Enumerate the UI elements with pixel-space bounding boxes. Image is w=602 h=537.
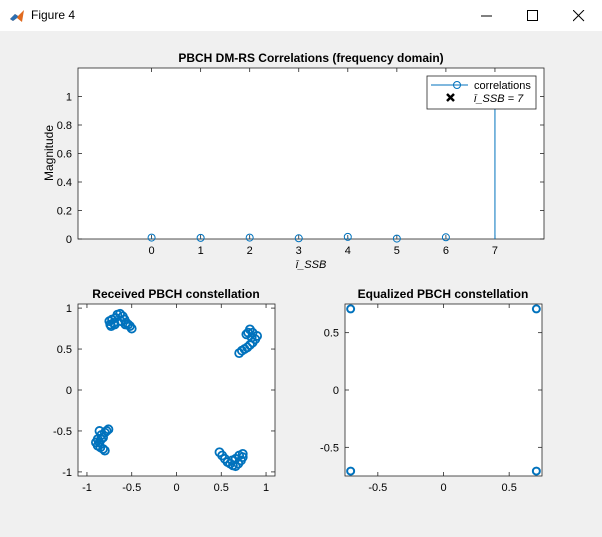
close-icon (573, 10, 585, 22)
minimize-icon (481, 15, 492, 17)
x-tick-label: 1 (263, 482, 269, 494)
x-tick-label: 0 (173, 482, 179, 494)
matlab-icon (10, 10, 24, 22)
stem-marker[interactable] (245, 233, 254, 242)
legend-box (426, 75, 537, 110)
equalized-constellation-axes[interactable]: Equalized PBCH constellation -0.5 0 0.5 -0.… (320, 287, 543, 494)
equalized-plot-area (344, 303, 543, 477)
received-symbol-point[interactable] (103, 424, 114, 435)
maximize-icon (527, 10, 538, 21)
equalized-symbol-point[interactable] (346, 304, 356, 314)
maximize-button[interactable] (510, 0, 556, 31)
y-tick-label: 0.2 (57, 206, 72, 218)
y-tick-label: 0.5 (57, 344, 72, 356)
received-title: Received PBCH constellation (92, 287, 259, 301)
x-tick-label: 0 (149, 245, 155, 257)
x-tick-label: 2 (247, 245, 253, 257)
stem-marker[interactable] (343, 232, 352, 241)
close-button[interactable] (556, 0, 602, 31)
y-tick-label: 0 (333, 385, 339, 397)
equalized-title: Equalized PBCH constellation (358, 287, 529, 301)
correlation-title: PBCH DM-RS Correlations (frequency domai… (178, 51, 443, 65)
x-tick-label: 3 (296, 245, 302, 257)
y-tick-label: 1 (66, 303, 72, 315)
correlation-ylabel: Magnitude (42, 125, 56, 181)
equalized-symbol-point[interactable] (346, 466, 356, 476)
x-tick-label: 1 (198, 245, 204, 257)
stem-marker[interactable] (441, 233, 450, 242)
received-constellation-axes[interactable]: Received PBCH constellation -1 -0.5 0 0.5 1 -… (53, 287, 276, 494)
correlation-axes[interactable]: PBCH DM-RS Correlations (frequency domai… (42, 51, 545, 271)
y-tick-label: 0 (66, 234, 72, 246)
x-tick-label: 0.5 (502, 482, 517, 494)
figure-svg: PBCH DM-RS Correlations (frequency domai… (42, 51, 545, 494)
correlation-legend[interactable]: correlations ī_SSB = 7 (426, 75, 537, 110)
y-tick-label: 1 (66, 92, 72, 104)
received-symbol-point[interactable] (101, 426, 112, 436)
window-title: Figure 4 (31, 8, 76, 22)
legend-x-marker (446, 93, 455, 102)
x-tick-label: 7 (492, 245, 498, 257)
y-tick-label: 0.6 (57, 149, 72, 161)
x-tick-label: -0.5 (122, 482, 141, 494)
title-bar[interactable]: Figure 4 (0, 0, 602, 31)
correlation-xlabel: ī_SSB (296, 259, 327, 271)
y-tick-label: 0 (66, 385, 72, 397)
received-symbol-point[interactable] (241, 329, 252, 340)
x-tick-label: -1 (82, 482, 92, 494)
x-tick-label: 5 (394, 245, 400, 257)
received-symbol-point[interactable] (227, 455, 237, 466)
received-symbol-point[interactable] (99, 445, 110, 456)
y-tick-label: 0.4 (57, 177, 72, 189)
figure-canvas: PBCH DM-RS Correlations (frequency domai… (0, 31, 602, 532)
received-symbol-point[interactable] (242, 342, 253, 353)
y-tick-label: 0.5 (324, 328, 339, 340)
stem-marker[interactable] (196, 233, 205, 242)
legend-circle-marker (453, 81, 461, 89)
minimize-button[interactable] (464, 0, 510, 31)
y-tick-label: -1 (62, 467, 72, 479)
x-tick-label: 0 (440, 482, 446, 494)
x-tick-label: 6 (443, 245, 449, 257)
x-tick-label: 4 (345, 245, 351, 257)
stem-marker[interactable] (392, 234, 401, 243)
y-tick-label: -0.5 (53, 426, 72, 438)
legend-entry-correlations: correlations (474, 80, 531, 92)
y-tick-label: -0.5 (320, 442, 339, 454)
x-tick-label: 0.5 (214, 482, 229, 494)
equalized-symbol-point[interactable] (531, 466, 541, 476)
stem-marker[interactable] (294, 234, 303, 243)
received-symbol-point[interactable] (96, 434, 107, 445)
stem-marker[interactable] (147, 233, 156, 242)
received-symbol-point[interactable] (120, 319, 131, 330)
equalized-symbol-point[interactable] (531, 304, 541, 314)
legend-entry-detected: ī_SSB = 7 (474, 93, 524, 105)
x-tick-label: -0.5 (368, 482, 387, 494)
y-tick-label: 0.8 (57, 120, 72, 132)
